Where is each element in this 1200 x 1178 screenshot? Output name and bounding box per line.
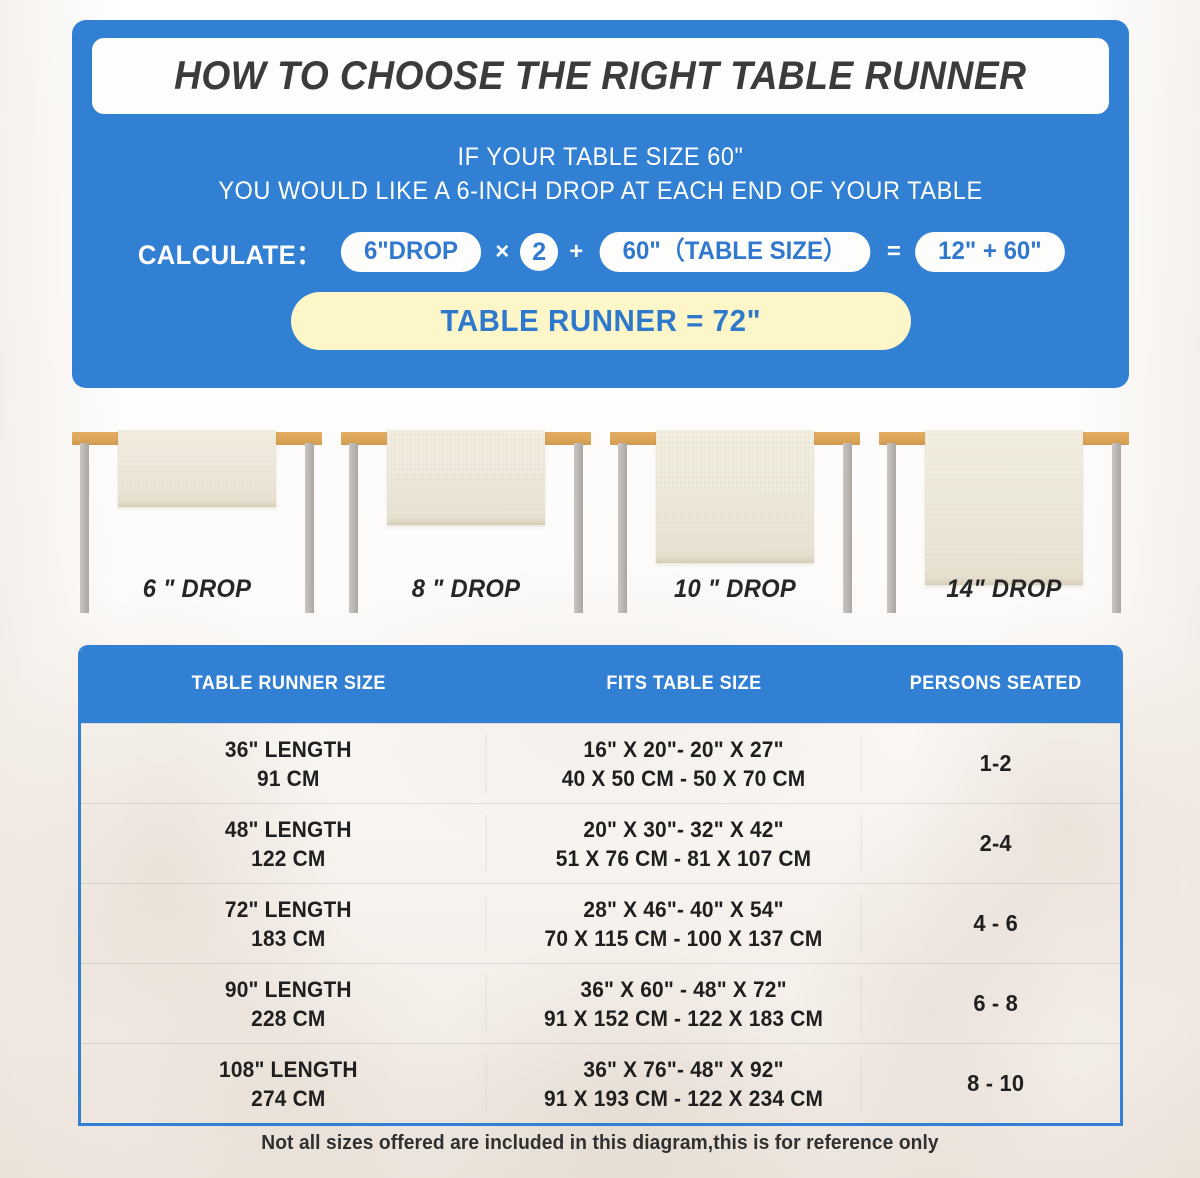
cell-persons-seated: 4 - 6 <box>972 910 1018 936</box>
subtitle-line-1: IF YOUR TABLE SIZE 60" <box>457 143 744 171</box>
fits-cm: 91 X 193 CM - 122 X 234 CM <box>543 1085 823 1111</box>
drop-label: 6 " DROP <box>142 575 252 603</box>
cell-persons-seated: 8 - 10 <box>966 1070 1024 1096</box>
column-header-persons-seated: PERSONS SEATED <box>909 673 1082 694</box>
column-header-runner-size: TABLE RUNNER SIZE <box>191 673 386 694</box>
size-reference-table: TABLE RUNNER SIZE FITS TABLE SIZE PERSON… <box>78 645 1123 1126</box>
fits-inches: 36" X 60" - 48" X 72" <box>579 976 787 1002</box>
runner-size-cm: 183 CM <box>251 925 326 951</box>
table-leg-left-icon <box>349 443 358 613</box>
table-row: 108" LENGTH 274 CM 36" X 76"- 48" X 92" … <box>81 1043 1120 1123</box>
drop-label: 8 " DROP <box>411 575 521 603</box>
fits-cm: 91 X 152 CM - 122 X 183 CM <box>543 1005 823 1031</box>
drop-label: 10 " DROP <box>673 575 797 603</box>
table-row: 36" LENGTH 91 CM 16" X 20"- 20" X 27" 40… <box>81 723 1120 803</box>
subtitle-block: IF YOUR TABLE SIZE 60" YOU WOULD LIKE A … <box>123 140 1079 208</box>
fits-cm: 70 X 115 CM - 100 X 137 CM <box>544 925 823 951</box>
page-title: HOW TO CHOOSE THE RIGHT TABLE RUNNER <box>174 53 1027 98</box>
table-leg-right-icon <box>843 443 852 613</box>
calculate-label: CALCULATE： <box>138 239 323 270</box>
column-header-fits-table-size: FITS TABLE SIZE <box>606 673 762 694</box>
sum-pill: 12" + 60" <box>915 232 1065 272</box>
drop-figure-8: 8 " DROP <box>341 430 591 630</box>
cell-persons-seated: 2-4 <box>979 830 1012 856</box>
drop-illustrations: 6 " DROP 8 " DROP 10 " DROP 14" DROP <box>72 430 1129 630</box>
cell-runner-size: 48" LENGTH 122 CM <box>91 814 487 873</box>
hero-panel: HOW TO CHOOSE THE RIGHT TABLE RUNNER IF … <box>72 20 1129 388</box>
cell-fits-table-size: 20" X 30"- 32" X 42" 51 X 76 CM - 81 X 1… <box>506 814 862 873</box>
multiply-operator: × <box>495 238 510 265</box>
footer-note: Not all sizes offered are included in th… <box>261 1132 939 1154</box>
cell-fits-table-size: 36" X 76"- 48" X 92" 91 X 193 CM - 122 X… <box>506 1054 862 1113</box>
runner-size-inches: 108" LENGTH <box>219 1056 358 1082</box>
runner-size-inches: 48" LENGTH <box>224 816 352 842</box>
table-leg-right-icon <box>305 443 314 613</box>
table-header-row: TABLE RUNNER SIZE FITS TABLE SIZE PERSON… <box>81 645 1120 723</box>
drop-figure-10: 10 " DROP <box>610 430 860 630</box>
cell-runner-size: 36" LENGTH 91 CM <box>91 734 487 793</box>
runner-size-inches: 72" LENGTH <box>224 896 352 922</box>
table-leg-right-icon <box>574 443 583 613</box>
fits-inches: 16" X 20"- 20" X 27" <box>582 736 784 762</box>
subtitle-line-2: YOU WOULD LIKE A 6-INCH DROP AT EACH END… <box>218 177 983 205</box>
cell-runner-size: 108" LENGTH 274 CM <box>91 1054 487 1113</box>
runner-size-inches: 90" LENGTH <box>224 976 352 1002</box>
table-leg-left-icon <box>887 443 896 613</box>
table-leg-right-icon <box>1112 443 1121 613</box>
table-row: 48" LENGTH 122 CM 20" X 30"- 32" X 42" 5… <box>81 803 1120 883</box>
cell-fits-table-size: 16" X 20"- 20" X 27" 40 X 50 CM - 50 X 7… <box>506 734 862 793</box>
cell-runner-size: 90" LENGTH 228 CM <box>91 974 487 1033</box>
fits-cm: 51 X 76 CM - 81 X 107 CM <box>555 845 811 871</box>
cell-runner-size: 72" LENGTH 183 CM <box>91 894 487 953</box>
result-pill: TABLE RUNNER = 72" <box>290 292 911 350</box>
fits-cm: 40 X 50 CM - 50 X 70 CM <box>561 765 805 791</box>
drop-label: 14" DROP <box>946 575 1062 603</box>
calculation-row: CALCULATE： 6"DROP × 2 + 60"（TABLE SIZE） … <box>92 232 1109 272</box>
runner-size-cm: 122 CM <box>251 845 326 871</box>
cell-persons-seated: 6 - 8 <box>972 990 1018 1016</box>
table-runner-icon <box>925 430 1083 585</box>
cell-fits-table-size: 36" X 60" - 48" X 72" 91 X 152 CM - 122 … <box>506 974 862 1033</box>
runner-size-cm: 91 CM <box>257 765 320 791</box>
table-row: 90" LENGTH 228 CM 36" X 60" - 48" X 72" … <box>81 963 1120 1043</box>
runner-size-inches: 36" LENGTH <box>224 736 352 762</box>
table-row: 72" LENGTH 183 CM 28" X 46"- 40" X 54" 7… <box>81 883 1120 963</box>
drop-value-pill: 6"DROP <box>341 232 482 272</box>
drop-figure-6: 6 " DROP <box>72 430 322 630</box>
table-runner-icon <box>387 430 545 525</box>
runner-size-cm: 274 CM <box>251 1085 326 1111</box>
cell-persons-seated: 1-2 <box>979 750 1012 776</box>
result-text: TABLE RUNNER = 72" <box>440 303 761 338</box>
table-leg-left-icon <box>80 443 89 613</box>
table-runner-icon <box>118 430 276 507</box>
equals-operator: = <box>886 238 901 265</box>
table-size-pill: 60"（TABLE SIZE） <box>599 232 871 272</box>
table-runner-icon <box>656 430 814 563</box>
cell-fits-table-size: 28" X 46"- 40" X 54" 70 X 115 CM - 100 X… <box>506 894 862 953</box>
fits-inches: 36" X 76"- 48" X 92" <box>582 1056 784 1082</box>
plus-operator: + <box>569 238 584 265</box>
title-card: HOW TO CHOOSE THE RIGHT TABLE RUNNER <box>92 38 1109 114</box>
multiplier-pill: 2 <box>520 233 559 271</box>
runner-size-cm: 228 CM <box>251 1005 326 1031</box>
drop-figure-14: 14" DROP <box>879 430 1129 630</box>
fits-inches: 20" X 30"- 32" X 42" <box>582 816 784 842</box>
table-leg-left-icon <box>618 443 627 613</box>
fits-inches: 28" X 46"- 40" X 54" <box>582 896 784 922</box>
